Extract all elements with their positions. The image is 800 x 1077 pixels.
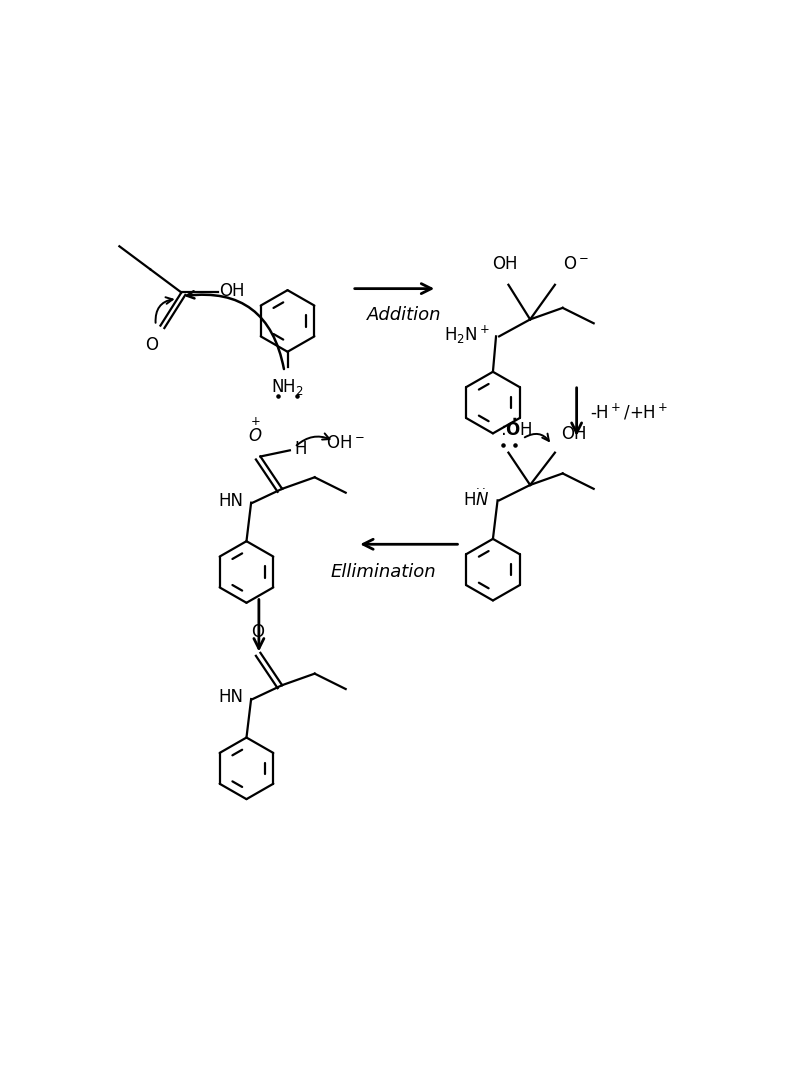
Text: OH$^-$: OH$^-$: [326, 434, 365, 451]
Text: H$_2$N$^+$: H$_2$N$^+$: [444, 324, 490, 346]
Text: NH$_2$: NH$_2$: [271, 377, 304, 397]
Text: H$\overset{..}{N}$: H$\overset{..}{N}$: [463, 488, 490, 509]
Text: Addition: Addition: [367, 306, 442, 323]
Text: OH: OH: [219, 282, 245, 299]
Text: O: O: [251, 623, 264, 641]
Text: H: H: [294, 439, 307, 458]
Text: HN: HN: [218, 688, 243, 707]
Text: OH: OH: [492, 255, 518, 274]
Text: :$\mathbf{\dot{O}}$H: :$\mathbf{\dot{O}}$H: [500, 419, 533, 440]
Text: O$^-$: O$^-$: [562, 255, 589, 274]
Text: O: O: [145, 336, 158, 354]
Text: -H$^+$/+H$^+$: -H$^+$/+H$^+$: [590, 402, 668, 422]
Text: $\overset{+}{O}$: $\overset{+}{O}$: [248, 417, 262, 446]
Text: Ellimination: Ellimination: [330, 563, 436, 581]
Text: OH: OH: [561, 424, 586, 443]
Text: HN: HN: [218, 492, 243, 510]
